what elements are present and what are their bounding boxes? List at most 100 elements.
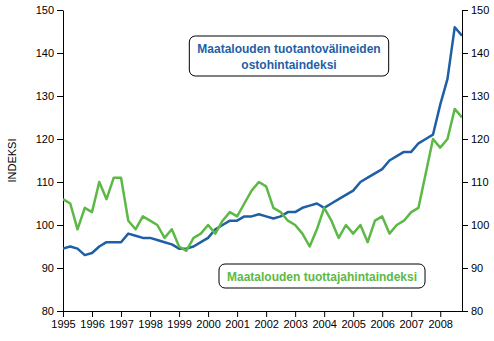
tick-label: 110 — [471, 176, 489, 188]
tick-mark — [462, 96, 468, 97]
tick: 2008 — [428, 311, 452, 330]
y-axis-title: INDEKSI — [6, 138, 18, 182]
tick-label: 1995 — [51, 318, 75, 330]
tick-mark — [121, 311, 122, 317]
tick-mark — [237, 311, 238, 317]
x-axis: 1995 1996 1997 1998 1999 2000 2001 2002 2003 2004… — [51, 311, 462, 330]
tick-label: 2002 — [254, 318, 278, 330]
tick: 100 — [462, 219, 489, 231]
tick: 90 — [42, 262, 63, 274]
tick-label: 90 — [471, 262, 483, 274]
tick: 2004 — [312, 311, 336, 330]
tick-mark — [462, 53, 468, 54]
tick: 150 — [462, 4, 489, 16]
tick-label: 2000 — [196, 318, 220, 330]
tick-label: 100 — [471, 219, 489, 231]
tick: 1997 — [109, 311, 133, 330]
y-axis: 80 90 100 110 120 130 140 150 — [36, 4, 64, 317]
y2-axis: 80 90 100 110 120 130 140 150 — [462, 4, 489, 317]
tick: 80 — [42, 305, 63, 317]
tick-mark — [462, 182, 468, 183]
tick-mark — [440, 311, 441, 317]
tick-mark — [208, 311, 209, 317]
annotation-box — [219, 264, 425, 288]
tick-mark — [266, 311, 267, 317]
tick: 2003 — [283, 311, 307, 330]
annotation-text: ostohintaindeksi — [241, 58, 336, 72]
tick-label: 1999 — [167, 318, 191, 330]
annotation: Maatalouden tuotantovälineiden ostohintai… — [189, 36, 388, 76]
tick-label: 2003 — [283, 318, 307, 330]
series-line — [63, 109, 462, 251]
tick-label: 1997 — [109, 318, 133, 330]
tick-mark — [57, 10, 63, 11]
tick: 110 — [36, 176, 63, 188]
tick: 2001 — [225, 311, 249, 330]
tick-mark — [462, 311, 468, 312]
tick-mark — [462, 139, 468, 140]
tick: 1996 — [80, 311, 104, 330]
annotation-text: Maatalouden tuotantovälineiden — [197, 42, 380, 56]
tick-mark — [57, 225, 63, 226]
tick-label: 150 — [471, 4, 489, 16]
tick: 150 — [36, 4, 63, 16]
tick-mark — [179, 311, 180, 317]
tick-mark — [57, 268, 63, 269]
tick-label: 2006 — [370, 318, 394, 330]
tick: 2006 — [370, 311, 394, 330]
tick-label: 90 — [42, 262, 54, 274]
tick: 1998 — [138, 311, 162, 330]
tick: 100 — [36, 219, 63, 231]
tick-label: 120 — [471, 133, 489, 145]
tick-label: 1996 — [80, 318, 104, 330]
tick-label: 2005 — [341, 318, 365, 330]
tick-label: 150 — [36, 4, 54, 16]
tick-mark — [462, 225, 468, 226]
chart: 1995 1996 1997 1998 1999 2000 2001 2002 2003 2004… — [0, 0, 494, 341]
tick: 2005 — [341, 311, 365, 330]
tick: 90 — [462, 262, 483, 274]
tick-mark — [57, 182, 63, 183]
tick-mark — [57, 53, 63, 54]
tick-mark — [411, 311, 412, 317]
tick-mark — [382, 311, 383, 317]
annotation-box — [189, 36, 388, 76]
tick-mark — [150, 311, 151, 317]
tick: 110 — [462, 176, 489, 188]
tick-label: 140 — [36, 47, 54, 59]
tick: 2007 — [399, 311, 423, 330]
tick: 140 — [36, 47, 63, 59]
tick-label: 100 — [36, 219, 54, 231]
tick-mark — [295, 311, 296, 317]
tick: 140 — [462, 47, 489, 59]
tick-label: 80 — [42, 305, 54, 317]
tick: 130 — [462, 90, 489, 102]
axis-line — [63, 11, 64, 312]
tick: 1999 — [167, 311, 191, 330]
tick-label: 140 — [471, 47, 489, 59]
axis-line — [462, 11, 463, 312]
series-line — [63, 27, 462, 255]
tick-label: 110 — [36, 176, 54, 188]
tick-mark — [63, 311, 64, 317]
tick: 120 — [36, 133, 63, 145]
tick-mark — [353, 311, 354, 317]
tick-mark — [57, 311, 63, 312]
tick-mark — [462, 10, 468, 11]
annotation-text: Maatalouden tuottajahintaindeksi — [227, 270, 417, 284]
tick: 2002 — [254, 311, 278, 330]
annotation: Maatalouden tuottajahintaindeksi — [219, 264, 425, 288]
tick-mark — [462, 268, 468, 269]
tick-mark — [92, 311, 93, 317]
tick: 130 — [36, 90, 63, 102]
tick-mark — [57, 139, 63, 140]
tick-label: 2001 — [225, 318, 249, 330]
plot-area — [63, 27, 462, 255]
tick: 1995 — [51, 311, 75, 330]
tick: 80 — [462, 305, 483, 317]
tick-label: 2008 — [428, 318, 452, 330]
tick-label: 1998 — [138, 318, 162, 330]
tick-label: 80 — [471, 305, 483, 317]
tick-mark — [57, 96, 63, 97]
tick-label: 2007 — [399, 318, 423, 330]
